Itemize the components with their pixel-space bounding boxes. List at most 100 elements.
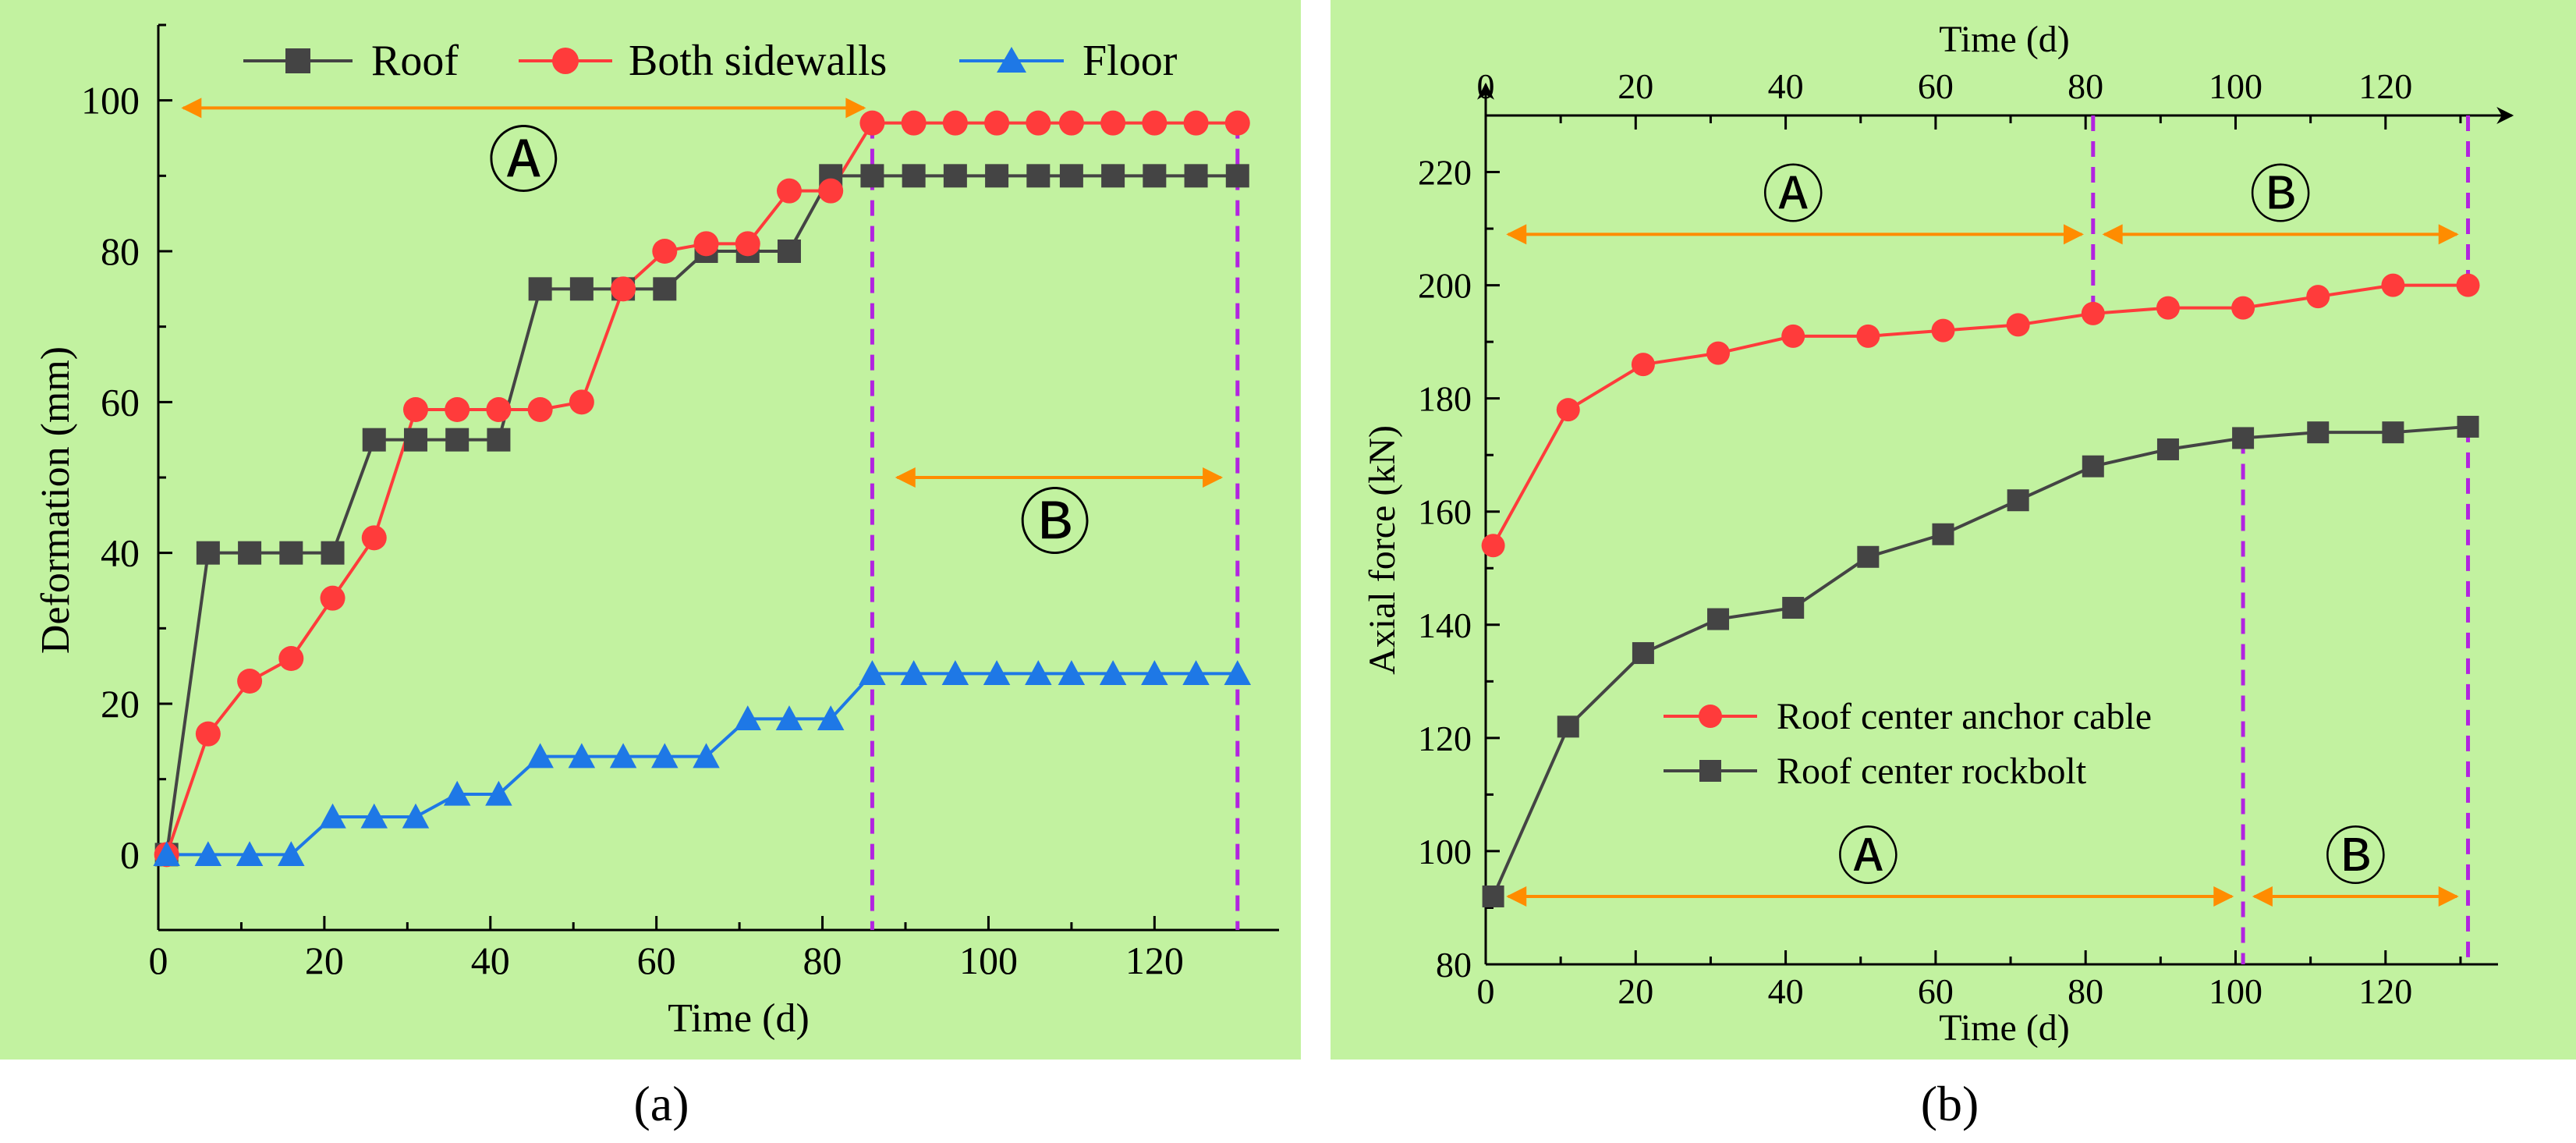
panel-a-data-point xyxy=(1026,110,1051,136)
panel-b-series-line xyxy=(1491,424,2468,897)
panel-a-data-point xyxy=(1182,660,1210,685)
panel-a-data-point xyxy=(1101,164,1125,188)
panel-b-xlabel-bottom: Time (d) xyxy=(1939,1007,2070,1049)
panel-a-data-point xyxy=(859,660,886,685)
panel-a-background xyxy=(0,0,1301,1060)
panel-b-x-tick-label: 60 xyxy=(1918,971,1954,1011)
panel-a-data-point xyxy=(943,164,967,188)
panel-b-y-tick-label: 180 xyxy=(1418,379,1472,419)
panel-b-caption: (b) xyxy=(1921,1076,1979,1131)
panel-b-x-tick-label: 100 xyxy=(2209,971,2262,1011)
panel-a-data-point xyxy=(487,428,511,452)
panel-a-y-tick-label: 20 xyxy=(101,682,140,726)
panel-a-x-tick-label: 0 xyxy=(149,939,168,982)
panel-a-data-point xyxy=(652,239,678,264)
legend-sidewalls-label: Both sidewalls xyxy=(629,37,887,85)
panel-b-data-point xyxy=(2456,273,2480,297)
panel-a-data-point xyxy=(860,164,884,188)
legend-sidewalls-marker xyxy=(552,48,579,74)
panel-a-y-tick-label: 100 xyxy=(81,79,140,122)
legend-floor-label: Floor xyxy=(1082,37,1178,85)
panel-b-data-point xyxy=(2306,285,2330,309)
panel-b-data-point xyxy=(2156,438,2179,460)
panel-a-data-point xyxy=(526,743,554,769)
panel-a-data-point xyxy=(609,743,637,769)
panel-b-top-tick-label: 40 xyxy=(1768,66,1804,106)
panel-b-data-point xyxy=(2382,421,2404,444)
panel-a-data-point xyxy=(1143,164,1167,188)
panel-a-data-point xyxy=(693,231,719,257)
panel-b-data-point xyxy=(1932,523,1954,545)
panel-a-data-point xyxy=(196,541,220,565)
legend-anchor-cable-marker xyxy=(1699,705,1722,728)
panel-b-data-point xyxy=(1556,398,1580,422)
panel-a-data-point xyxy=(237,669,263,694)
panel-b-x-tick-label: 0 xyxy=(1477,971,1495,1011)
panel-b: 0 0 20 20 40 40 60 60 80 80 100 100 120 120 80 100 120 14… xyxy=(1331,0,2576,1060)
panel-b-data-point xyxy=(1706,341,1731,365)
legend-rockbolt-marker xyxy=(1699,760,1721,782)
panel-b-y-tick-label: 100 xyxy=(1418,832,1472,871)
panel-a-legend: Roof Both sidewalls Floor xyxy=(243,37,1178,85)
panel-b-data-point xyxy=(1557,715,1579,738)
panel-a-data-point xyxy=(1026,164,1051,188)
panel-a-data-point xyxy=(1224,660,1252,685)
panel-a-data-point xyxy=(1058,110,1084,136)
panel-b-series-line xyxy=(1491,283,2468,547)
panel-a-x-tick-label: 20 xyxy=(305,939,344,982)
panel-a-data-point xyxy=(734,705,762,730)
panel-b-data-point xyxy=(1632,642,1654,665)
panel-b-data-point xyxy=(1631,353,1655,377)
panel-b-data-point xyxy=(1481,534,1505,558)
panel-a-y-tick-label: 0 xyxy=(120,832,140,876)
panel-b-data-point xyxy=(2232,427,2255,449)
panel-b-phase-label: Ⓐ xyxy=(1762,162,1824,231)
panel-a-data-point xyxy=(360,803,388,829)
panel-b-y-tick-label: 160 xyxy=(1418,492,1472,532)
panel-b-data-point xyxy=(1482,885,1504,907)
panel-a-data-point xyxy=(653,277,677,301)
panel-a-data-point xyxy=(486,397,512,422)
panel-b-x-tick-label: 120 xyxy=(2358,971,2412,1011)
legend-anchor-cable-label: Roof center anchor cable xyxy=(1777,696,2152,737)
panel-a-data-point xyxy=(238,541,262,565)
panel-a-data-point xyxy=(569,277,594,301)
panel-a-data-point xyxy=(983,660,1011,685)
panel-a-data-point xyxy=(443,780,471,806)
panel-a-data-point xyxy=(320,585,345,611)
panel-b-x-tick-label: 20 xyxy=(1618,971,1653,1011)
panel-a-data-point xyxy=(942,110,968,136)
legend-floor-marker xyxy=(997,47,1026,73)
panel-b-top-tick-label: 80 xyxy=(2068,66,2103,106)
panel-a-data-point xyxy=(195,721,221,747)
panel-a-y-tick-label: 80 xyxy=(101,229,140,273)
panel-a-x-tick-label: 80 xyxy=(803,939,842,982)
panel-b-data-point xyxy=(1857,545,1880,568)
panel-a-x-tick-label: 60 xyxy=(637,939,676,982)
panel-b-plot: 0 0 20 20 40 40 60 60 80 80 100 100 120 120 80 100 120 14… xyxy=(1418,66,2514,1011)
panel-b-data-point xyxy=(1782,597,1805,619)
panel-a-data-point xyxy=(361,525,387,551)
panel-b-top-tick-label: 0 xyxy=(1477,66,1495,106)
panel-a-data-point xyxy=(902,164,926,188)
panel-a-data-point xyxy=(1099,660,1127,685)
panel-a-data-point xyxy=(818,178,844,204)
panel-a-data-point xyxy=(278,841,305,866)
panel-b-top-tick-label: 100 xyxy=(2209,66,2262,106)
panel-a-data-point xyxy=(1059,164,1083,188)
panel-a-data-point xyxy=(1058,660,1086,685)
panel-a-data-point xyxy=(319,803,346,829)
panel-b-y-tick-label: 220 xyxy=(1418,153,1472,193)
panel-b-data-point xyxy=(1781,324,1805,348)
panel-a-ylabel: Deformation (mm) xyxy=(34,346,78,654)
legend-roof-label: Roof xyxy=(371,37,459,85)
panel-b-x-tick-label: 40 xyxy=(1768,971,1804,1011)
panel-a-plot: 0 20 40 60 80 100 120 0 20 40 60 80 100 Ⓐ Ⓑ xyxy=(81,23,1279,982)
panel-a-caption: (a) xyxy=(633,1076,689,1131)
panel-a: 0 20 40 60 80 100 120 0 20 40 60 80 100 Ⓐ Ⓑ Time (d) D… xyxy=(0,0,1301,1060)
panel-a-phase-label: Ⓑ xyxy=(1019,484,1091,563)
panel-a-data-point xyxy=(901,110,927,136)
panel-a-data-point xyxy=(194,841,222,866)
panel-a-data-point xyxy=(362,428,386,452)
